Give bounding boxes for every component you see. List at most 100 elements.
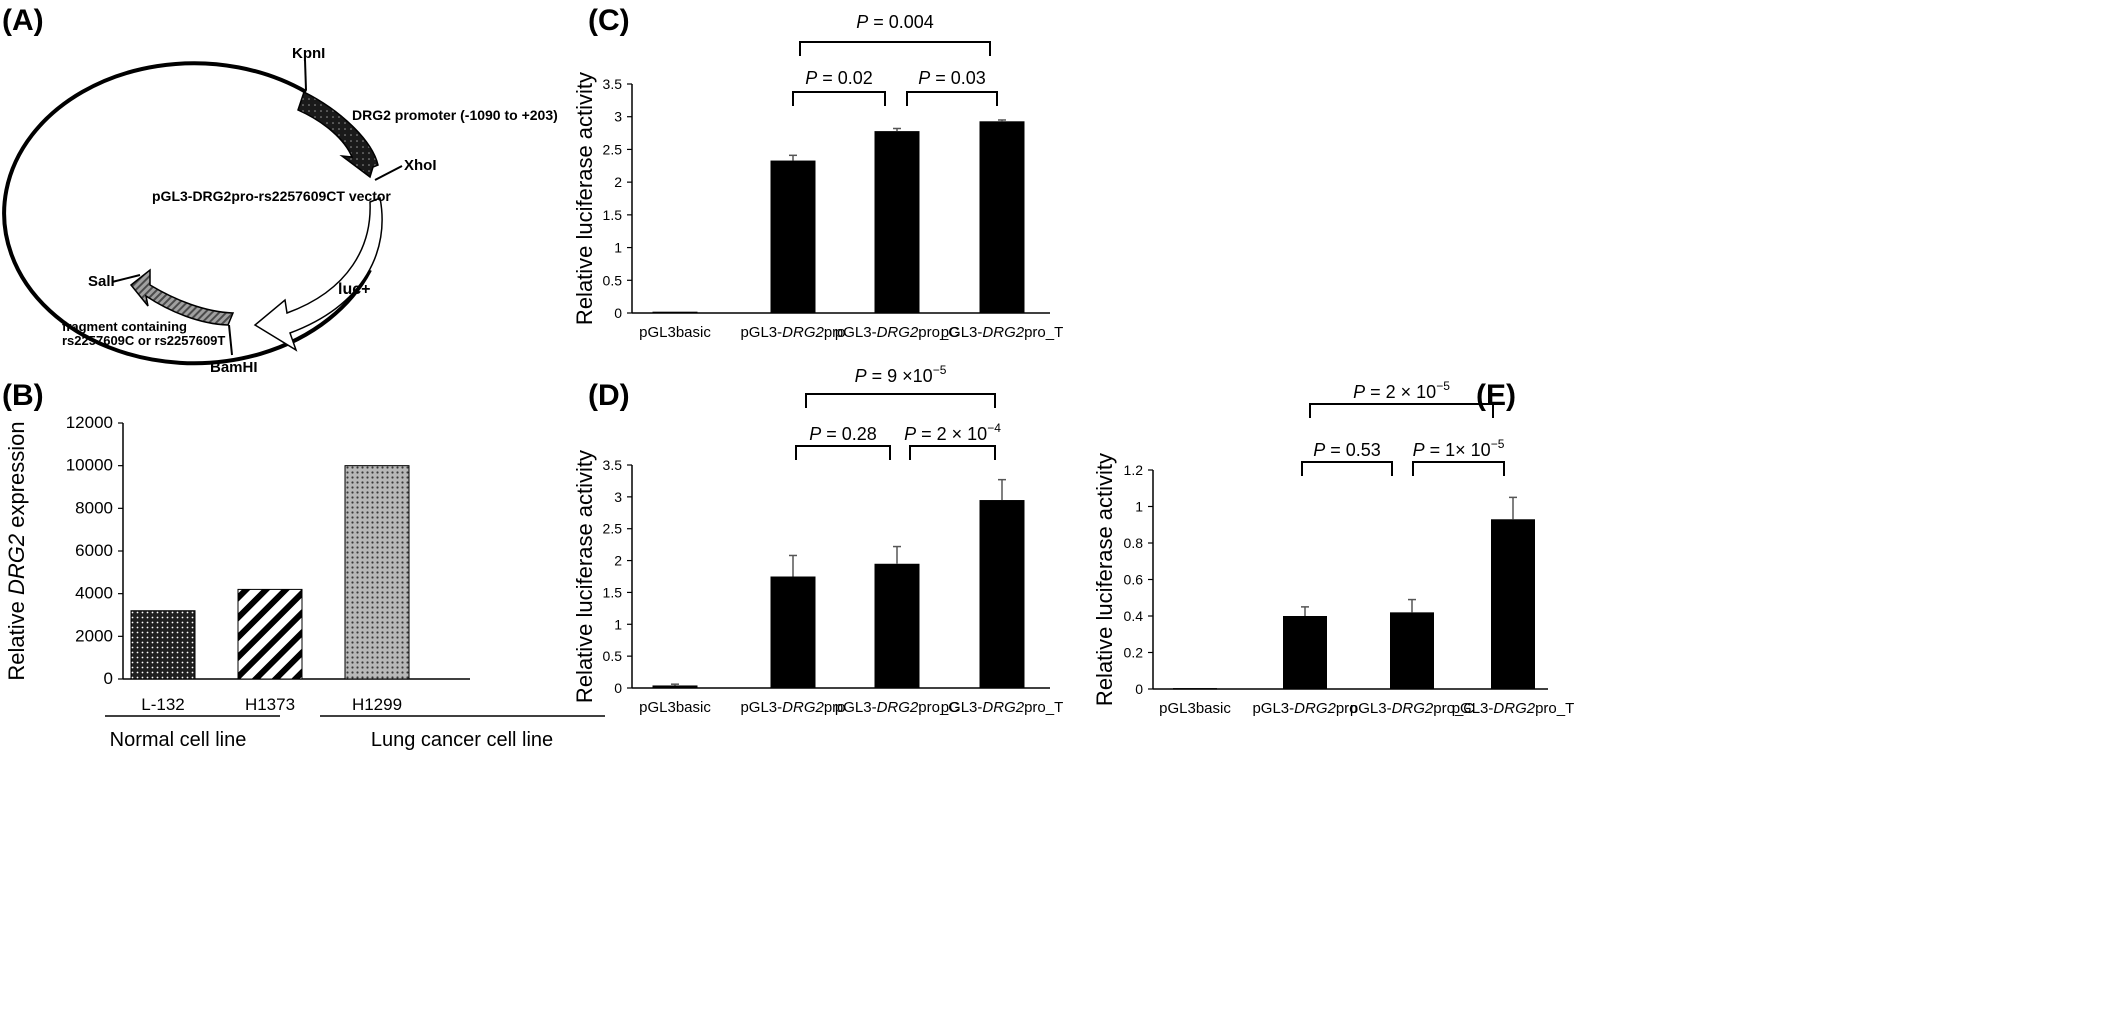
d-p-value: P = 0.28 [809,424,877,444]
e-p-value: P = 1× 10−5 [1413,437,1505,460]
b-tick-label: 12000 [66,413,113,432]
c-sig-bracket [906,91,998,106]
b-bar [130,610,196,680]
d-p-value: P = 9 ×10−5 [855,363,947,386]
panel-label-b: (B) [2,379,44,412]
e-bar [1390,612,1434,689]
e-tick-label: 0.6 [1124,572,1144,588]
site-bamhi: BamHI [210,359,258,376]
d-bar [874,563,920,688]
e-y-axis-label: Relative luciferase activity [1092,453,1117,706]
c-category-label: pGL3basic [639,324,711,341]
c-category-label: pGL3-DRG2pro_C [835,324,959,341]
d-sig-bracket [805,393,996,408]
b-tick-label: 4000 [75,584,113,603]
e-tick-label: 1.2 [1124,462,1144,478]
d-tick-label: 1.5 [603,584,623,600]
d-tick-label: 1 [614,616,622,632]
site-kpni: KpnI [292,45,325,62]
d-tick-label: 3.5 [603,457,623,473]
e-bar [1283,616,1327,689]
e-category-label: pGL3-DRG2pro_T [1452,700,1575,717]
d-tick-label: 3 [614,489,622,505]
panel-label-e: (E) [1476,379,1516,412]
e-sig-bracket [1309,403,1494,418]
c-p-value: P = 0.02 [805,68,873,88]
b-tick-label: 2000 [75,626,113,645]
promoter-label: DRG2 promoter (-1090 to +203) [352,107,558,123]
site-sali: SalI [88,273,115,290]
e-p-value: P = 0.53 [1313,440,1381,460]
panel-label-c: (C) [588,4,630,37]
site-xhoi: XhoI [404,157,437,174]
b-y-axis-label: Relative DRG2 expression [4,421,29,680]
d-tick-label: 0.5 [603,648,623,664]
e-category-label: pGL3-DRG2pro_C [1350,700,1474,717]
b-category-label: H1299 [352,695,402,714]
c-tick-label: 0.5 [603,272,623,288]
e-tick-label: 0 [1135,681,1143,697]
fragment-label-1: fragment containing [62,319,187,334]
c-p-value: P = 0.03 [918,68,986,88]
d-tick-label: 0 [614,680,622,696]
b-category-label: L-132 [141,695,184,714]
b-tick-label: 0 [104,669,113,688]
e-tick-label: 1 [1135,499,1143,515]
d-bar [652,685,698,688]
plasmid-map [2,59,403,366]
c-tick-label: 1 [614,240,622,256]
c-category-label: pGL3-DRG2pro_T [941,324,1064,341]
d-y-axis-label: Relative luciferase activity [572,450,597,703]
e-sig-bracket [1301,461,1393,476]
c-sig-bracket [799,41,991,56]
b-tick-label: 10000 [66,456,113,475]
d-p-value: P = 2 × 10−4 [904,421,1001,444]
d-category-label: pGL3-DRG2pro_C [835,699,959,716]
b-bar [344,465,410,680]
c-tick-label: 1.5 [603,207,623,223]
luc-label: luc+ [338,281,370,298]
c-bar [979,121,1025,314]
e-category-label: pGL3basic [1159,700,1231,717]
d-tick-label: 2 [614,553,622,569]
vector-name: pGL3-DRG2pro-rs2257609CT vector [152,188,391,204]
c-tick-label: 2 [614,174,622,190]
d-category-label: pGL3basic [639,699,711,716]
c-sig-bracket [792,91,886,106]
c-p-value: P = 0.004 [856,12,934,32]
d-bar [979,500,1025,688]
c-tick-label: 3.5 [603,76,623,92]
e-bar [1173,688,1217,690]
c-bar [770,160,816,313]
e-category-label: pGL3-DRG2pro [1252,700,1357,717]
fragment-label-2: rs2257609C or rs2257609T [62,333,225,348]
plasmid-backbone [2,61,372,366]
promoter-arrow [297,90,379,179]
d-bar [770,576,816,688]
c-tick-label: 0 [614,305,622,321]
e-tick-label: 0.4 [1124,608,1144,624]
d-category-label: pGL3-DRG2pro_T [941,699,1064,716]
b-bar [237,588,303,680]
e-bar [1491,519,1535,689]
e-tick-label: 0.2 [1124,645,1144,661]
c-tick-label: 2.5 [603,141,623,157]
fragment-arrow [129,268,235,326]
c-bar [652,311,698,314]
d-sig-bracket [909,445,996,460]
b-tick-label: 8000 [75,498,113,517]
b-tick-label: 6000 [75,541,113,560]
b-group-label: Normal cell line [110,729,247,751]
c-category-label: pGL3-DRG2pro [740,324,845,341]
panel-label-d: (D) [588,379,630,412]
e-tick-label: 0.8 [1124,535,1144,551]
d-category-label: pGL3-DRG2pro [740,699,845,716]
d-tick-label: 2.5 [603,521,623,537]
c-tick-label: 3 [614,109,622,125]
e-sig-bracket [1412,461,1505,476]
e-p-value: P = 2 × 10−5 [1353,379,1450,402]
c-bar [874,131,920,313]
b-group-label: Lung cancer cell line [371,729,553,751]
